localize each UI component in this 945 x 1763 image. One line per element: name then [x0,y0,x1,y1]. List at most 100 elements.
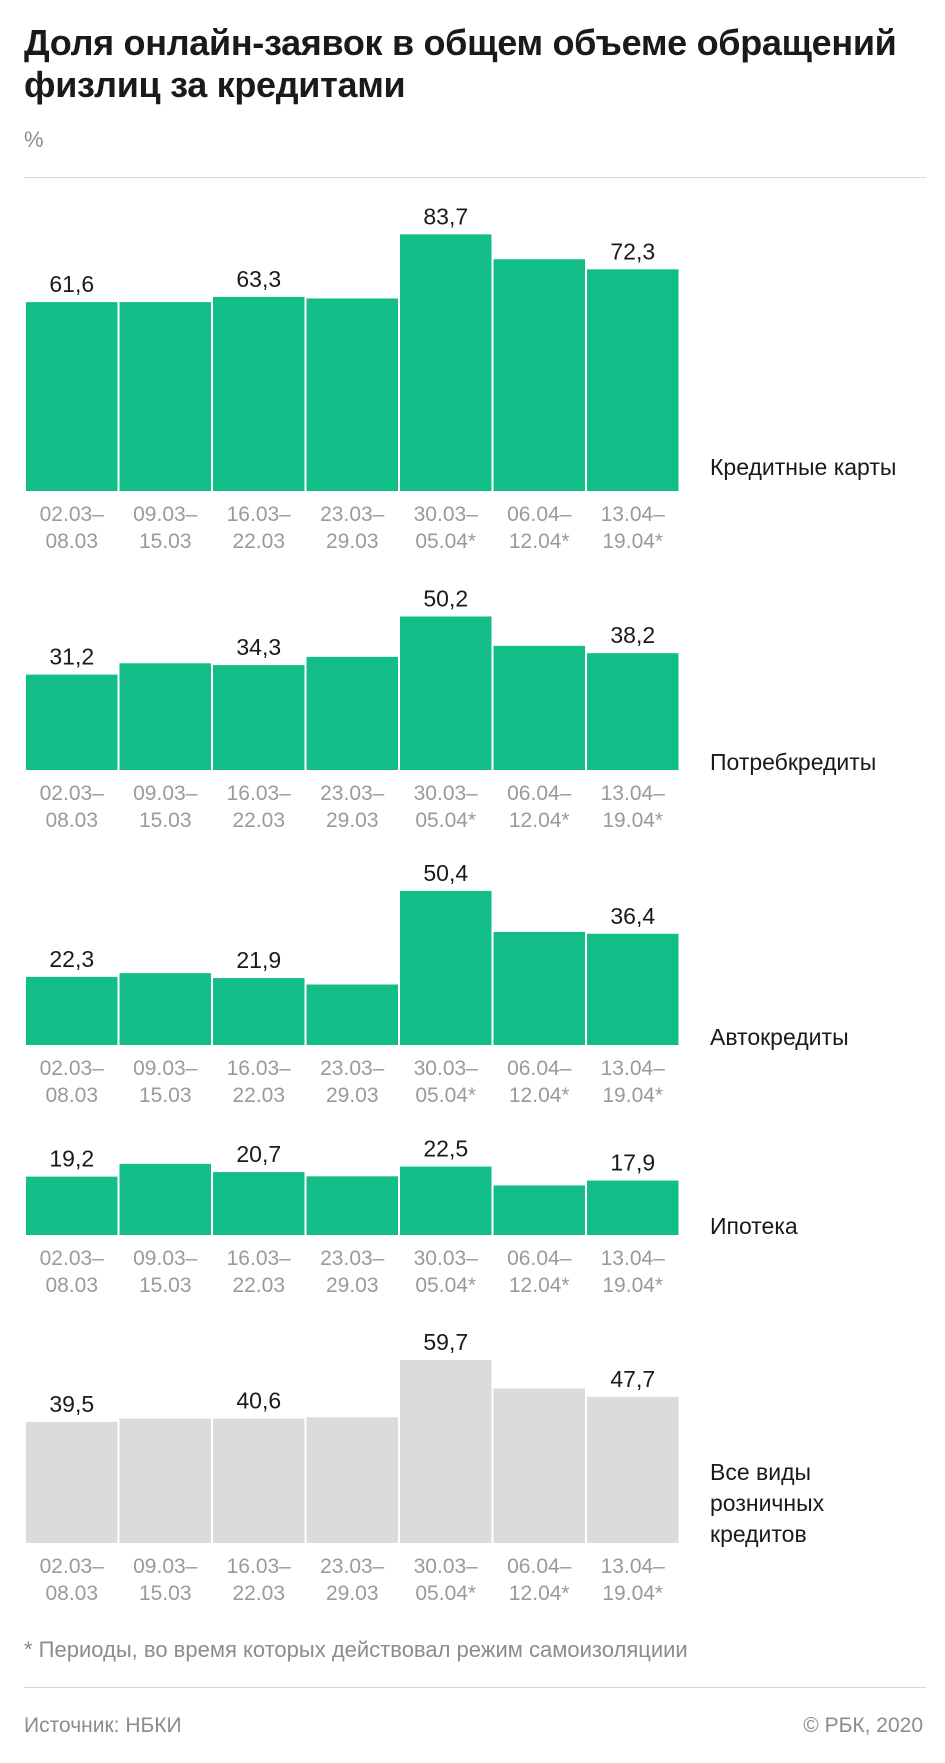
bar [587,269,679,491]
x-tick-label: 30.03– [414,1555,479,1578]
x-tick-label: 23.03– [320,782,385,805]
x-tick-label: 06.04– [507,1057,572,1080]
x-tick-label: 08.03 [45,1274,98,1297]
x-tick-label: 02.03– [40,1057,105,1080]
x-tick-label: 05.04* [415,1084,476,1107]
x-tick-label: 13.04– [601,503,666,526]
data-label: 31,2 [49,644,94,670]
x-tick-label: 08.03 [45,809,98,832]
x-tick-label: 06.04– [507,1247,572,1270]
x-tick-label: 13.04– [601,1555,666,1578]
data-label: 50,2 [423,585,468,611]
x-tick-label: 09.03– [133,1555,198,1578]
bar [587,933,679,1045]
x-tick-label: 15.03 [139,530,192,553]
x-tick-label: 30.03– [414,503,479,526]
bar [400,234,492,491]
x-tick-label: 06.04– [507,1555,572,1578]
x-tick-label: 09.03– [133,503,198,526]
data-label: 22,5 [423,1136,468,1162]
x-tick-label: 15.03 [139,1582,192,1605]
panel-label-auto-loans: Автокредиты [710,1024,849,1050]
bar [213,1172,305,1235]
bar [493,645,585,770]
x-tick-label: 08.03 [45,1084,98,1107]
top-divider [24,177,926,178]
x-tick-label: 22.03 [232,1084,285,1107]
bar [119,973,211,1045]
x-tick-label: 23.03– [320,1247,385,1270]
panel-label-credit-cards: Кредитные карты [710,454,897,480]
bar [400,1360,492,1543]
x-tick-label: 08.03 [45,1582,98,1605]
source-label: Источник: НБКИ [24,1714,182,1737]
x-tick-label: 09.03– [133,1247,198,1270]
bar [400,890,492,1045]
data-label: 36,4 [610,903,655,929]
bar [26,302,118,491]
data-label: 39,5 [49,1391,94,1417]
panel-label-consumer-loans: Потребкредиты [710,749,877,775]
chart-title: Доля онлайн-заявок в общем объеме обраще… [24,22,897,105]
data-label: 17,9 [610,1150,655,1176]
panel-label-mortgage: Ипотека [710,1213,798,1239]
unit-label: % [24,127,44,152]
x-tick-label: 19.04* [602,1084,663,1107]
data-label: 38,2 [610,622,655,648]
x-tick-label: 19.04* [602,1274,663,1297]
x-tick-label: 22.03 [232,809,285,832]
x-tick-label: 15.03 [139,1274,192,1297]
bar [26,1176,118,1235]
data-label: 22,3 [49,946,94,972]
x-tick-label: 16.03– [227,503,292,526]
x-tick-label: 16.03– [227,782,292,805]
x-tick-label: 13.04– [601,1057,666,1080]
bar [306,656,398,770]
x-tick-label: 22.03 [232,530,285,553]
bar [400,616,492,770]
bar [400,1166,492,1235]
x-tick-label: 12.04* [509,1084,570,1107]
x-tick-label: 08.03 [45,530,98,553]
bottom-divider [24,1687,926,1688]
bar [213,296,305,491]
panel-label-all-retail: Все виды розничных кредитов [710,1459,825,1547]
bar [493,1185,585,1235]
x-tick-label: 29.03 [326,530,379,553]
x-tick-label: 12.04* [509,1582,570,1605]
copyright-label: © РБК, 2020 [803,1714,923,1737]
x-tick-label: 16.03– [227,1057,292,1080]
x-tick-label: 30.03– [414,1057,479,1080]
x-tick-label: 16.03– [227,1555,292,1578]
bar [493,1388,585,1543]
bar [119,663,211,770]
bar [119,302,211,491]
x-tick-label: 22.03 [232,1582,285,1605]
x-tick-label: 05.04* [415,1582,476,1605]
x-tick-label: 23.03– [320,1057,385,1080]
data-label: 63,3 [236,266,281,292]
x-tick-label: 30.03– [414,1247,479,1270]
footnote: * Периоды, во время которых действовал р… [24,1637,688,1662]
bar [493,931,585,1045]
x-tick-label: 09.03– [133,1057,198,1080]
x-tick-label: 02.03– [40,1555,105,1578]
x-tick-label: 16.03– [227,1247,292,1270]
x-tick-label: 02.03– [40,1247,105,1270]
x-tick-label: 12.04* [509,1274,570,1297]
x-tick-label: 19.04* [602,530,663,553]
bar [213,1418,305,1543]
bar [306,984,398,1045]
bar [587,1180,679,1235]
bar [26,1421,118,1543]
x-tick-label: 02.03– [40,503,105,526]
bar [213,665,305,770]
data-label: 40,6 [236,1388,281,1414]
bar [119,1163,211,1235]
data-label: 34,3 [236,634,281,660]
x-tick-label: 23.03– [320,1555,385,1578]
bar [587,653,679,770]
x-tick-label: 13.04– [601,782,666,805]
x-tick-label: 05.04* [415,1274,476,1297]
